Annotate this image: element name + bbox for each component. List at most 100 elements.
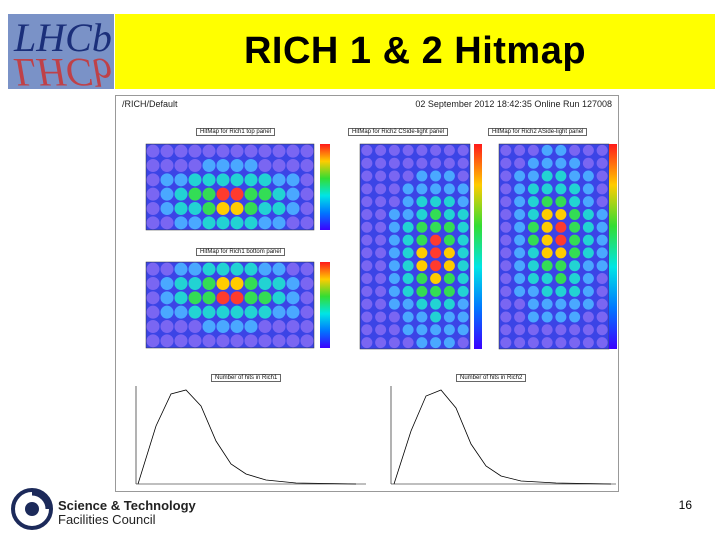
- pixel-hybrid: [174, 277, 188, 290]
- rich1-bottom-title: HitMap for Rich1 bottom panel: [196, 248, 286, 256]
- pixel-hybrid: [146, 262, 160, 276]
- pixel-hybrid: [160, 144, 174, 158]
- pixel-hybrid: [582, 337, 594, 349]
- pixel-hybrid: [457, 247, 469, 259]
- pixel-hybrid: [514, 311, 526, 323]
- pixel-hybrid: [388, 311, 400, 323]
- pixel-hybrid: [361, 337, 373, 349]
- pixel-hybrid: [457, 260, 469, 272]
- pixel-hybrid: [361, 170, 373, 182]
- pixel-hybrid: [569, 208, 581, 220]
- pixel-hybrid: [146, 334, 160, 348]
- pixel-hybrid: [500, 183, 512, 195]
- pixel-hybrid: [541, 273, 553, 285]
- pixel-hybrid: [300, 173, 314, 187]
- pixel-hybrid: [388, 196, 400, 208]
- pixel-hybrid: [402, 298, 414, 310]
- lhcb-logo-reflection: LHCb: [14, 50, 112, 89]
- rich2-aside-title: HitMap for Rich2 ASide-light panel: [488, 128, 588, 136]
- pixel-hybrid: [500, 273, 512, 285]
- pixel-hybrid: [188, 320, 202, 333]
- pixel-hybrid: [555, 311, 567, 323]
- pixel-hybrid: [514, 196, 526, 208]
- pixel-hybrid: [375, 260, 387, 272]
- pixel-hybrid: [216, 159, 230, 172]
- pixel-hybrid: [527, 183, 539, 195]
- pixel-hybrid: [569, 247, 581, 259]
- pixel-hybrid: [202, 334, 216, 348]
- pixel-hybrid: [244, 187, 258, 201]
- pixel-hybrid: [430, 157, 442, 169]
- pixel-hybrid: [443, 298, 455, 310]
- pixel-hybrid: [146, 277, 160, 290]
- pixel-hybrid: [361, 183, 373, 195]
- pixel-hybrid: [527, 285, 539, 297]
- pixel-hybrid: [500, 247, 512, 259]
- pixel-hybrid: [416, 311, 428, 323]
- rich1-nhits-histogram: [135, 386, 366, 485]
- pixel-hybrid: [500, 196, 512, 208]
- pixel-hybrid: [514, 170, 526, 182]
- pixel-hybrid: [286, 202, 300, 215]
- pixel-hybrid: [146, 159, 160, 172]
- pixel-hybrid: [541, 157, 553, 169]
- pixel-hybrid: [375, 196, 387, 208]
- pixel-hybrid: [258, 262, 272, 276]
- pixel-hybrid: [541, 311, 553, 323]
- pixel-hybrid: [527, 298, 539, 310]
- pixel-hybrid: [188, 334, 202, 348]
- pixel-hybrid: [457, 234, 469, 246]
- pixel-hybrid: [388, 183, 400, 195]
- pixel-hybrid: [416, 183, 428, 195]
- pixel-hybrid: [582, 298, 594, 310]
- rich2-nhits-histogram: [390, 386, 616, 485]
- pixel-hybrid: [500, 208, 512, 220]
- pixel-hybrid: [596, 170, 608, 182]
- pixel-hybrid: [416, 196, 428, 208]
- pixel-hybrid: [244, 159, 258, 172]
- pixel-hybrid: [174, 159, 188, 172]
- pixel-hybrid: [375, 234, 387, 246]
- pixel-hybrid: [457, 208, 469, 220]
- pixel-hybrid: [514, 234, 526, 246]
- pixel-hybrid: [188, 277, 202, 290]
- pixel-hybrid: [230, 291, 244, 305]
- pixel-hybrid: [160, 202, 174, 215]
- pixel-hybrid: [272, 320, 286, 333]
- pixel-hybrid: [300, 305, 314, 319]
- pixel-hybrid: [457, 183, 469, 195]
- pixel-hybrid: [457, 170, 469, 182]
- rich1-bottom-hitmap: [145, 261, 330, 349]
- pixel-hybrid: [388, 247, 400, 259]
- pixel-hybrid: [300, 291, 314, 305]
- pixel-hybrid: [388, 298, 400, 310]
- pixel-hybrid: [514, 260, 526, 272]
- pixel-hybrid: [569, 221, 581, 233]
- pixel-hybrid: [388, 221, 400, 233]
- pixel-hybrid: [272, 187, 286, 201]
- pixel-hybrid: [541, 144, 553, 156]
- pixel-hybrid: [244, 277, 258, 290]
- pixel-hybrid: [402, 337, 414, 349]
- pixel-hybrid: [443, 247, 455, 259]
- canvas-path: /RICH/Default: [122, 99, 178, 109]
- pixel-hybrid: [430, 285, 442, 297]
- pixel-hybrid: [202, 305, 216, 319]
- pixel-hybrid: [244, 334, 258, 348]
- pixel-hybrid: [375, 273, 387, 285]
- pixel-hybrid: [555, 157, 567, 169]
- pixel-hybrid: [216, 305, 230, 319]
- pixel-hybrid: [596, 247, 608, 259]
- pixel-hybrid: [514, 337, 526, 349]
- pixel-hybrid: [555, 183, 567, 195]
- pixel-hybrid: [430, 234, 442, 246]
- pixel-hybrid: [286, 173, 300, 187]
- pixel-hybrid: [388, 208, 400, 220]
- pixel-hybrid: [375, 208, 387, 220]
- pixel-hybrid: [457, 196, 469, 208]
- pixel-hybrid: [272, 216, 286, 230]
- pixel-hybrid: [443, 157, 455, 169]
- pixel-hybrid: [286, 320, 300, 333]
- pixel-hybrid: [500, 324, 512, 336]
- pixel-hybrid: [430, 311, 442, 323]
